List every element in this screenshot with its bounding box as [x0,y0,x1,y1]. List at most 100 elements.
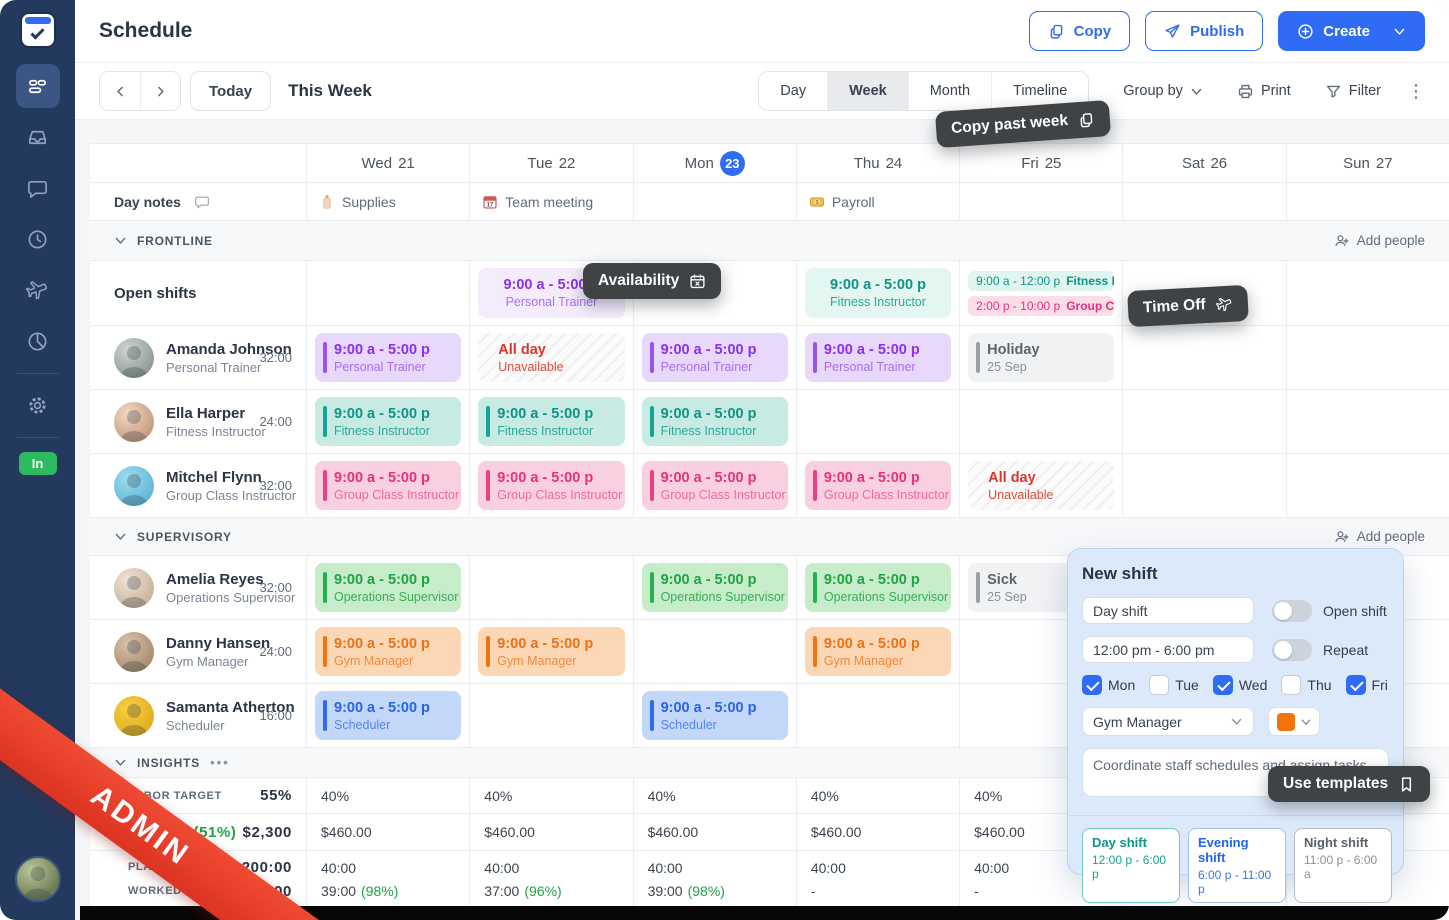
shift-card[interactable]: 9:00 a - 5:00 p Operations Supervisor [641,563,788,612]
section-title: FRONTLINE [137,233,213,248]
copy-button[interactable]: Copy [1028,11,1131,51]
tab-day[interactable]: Day [759,72,828,110]
app-logo-icon[interactable] [19,12,56,48]
publish-button[interactable]: Publish [1145,11,1264,51]
day-header[interactable]: Sat 26 [1122,144,1285,182]
repeat-toggle[interactable] [1272,638,1312,661]
open-shift-toggle[interactable] [1272,599,1312,622]
day-header[interactable]: Fri 25 [959,144,1122,182]
checkbox-fri[interactable]: Fri [1345,675,1388,695]
shift-card[interactable]: 9:00 a - 5:00 p Gym Manager [315,627,462,676]
shift-card[interactable]: 9:00 a - 5:00 p Fitness Instructor [315,397,462,446]
sidebar-item-reports[interactable] [16,319,60,363]
today-button[interactable]: Today [190,71,272,111]
shift-card[interactable]: 9:00 a - 5:00 p Group Class Instructor [641,461,788,510]
unavailable-card[interactable]: All day Unavailable [968,461,1115,510]
employee-name: Amanda Johnson [166,340,292,358]
airplane-icon [26,279,49,302]
prev-week-button[interactable] [100,72,140,110]
role-select[interactable]: Gym Manager [1082,707,1254,736]
tab-month[interactable]: Month [907,72,992,110]
next-week-button[interactable] [140,72,180,110]
add-people-button[interactable]: Add people [1334,529,1425,545]
day-header-today[interactable]: Mon 23 [632,144,796,182]
day-notes-label: Day notes [90,183,306,220]
checkbox-tue[interactable]: Tue [1149,675,1199,695]
new-shift-popup: New shift Open shift Repeat Mon Tue Wed … [1067,548,1404,903]
color-swatch [1276,712,1295,731]
shift-card[interactable]: 9:00 a - 5:00 p Fitness Instructor [478,397,625,446]
group-by-button[interactable]: Group by [1123,83,1203,99]
unavailable-card[interactable]: All day Unavailable [478,333,625,382]
tab-timeline[interactable]: Timeline [991,72,1089,110]
shift-time-input[interactable] [1082,636,1254,663]
color-select[interactable] [1268,707,1320,736]
template-evening-shift[interactable]: Evening shift 6:00 p - 11:00 p [1188,828,1286,903]
shift-card[interactable]: 9:00 a - 5:00 p Group Class Instructor [804,461,952,510]
shift-card[interactable]: 9:00 a - 5:00 p Gym Manager [478,627,625,676]
shift-name-input[interactable] [1082,597,1254,624]
week-nav [99,71,181,111]
chevron-down-icon[interactable] [114,234,127,247]
shift-card[interactable]: 9:00 a - 5:00 p Group Class Instructor [315,461,462,510]
user-avatar[interactable] [14,856,61,902]
open-shift-card[interactable]: 9:00 a - 5:00 p Fitness Instructor [804,268,952,318]
add-people-button[interactable]: Add people [1334,233,1425,249]
insights-more-button[interactable]: ••• [210,755,230,770]
shift-card[interactable]: 9:00 a - 5:00 p Scheduler [315,691,462,740]
more-options-button[interactable]: ⋮ [1407,80,1426,101]
avatar [114,695,154,736]
sidebar-item-time-clock[interactable] [16,217,60,261]
chevron-down-icon[interactable] [114,756,127,769]
day-note-empty[interactable] [959,183,1122,220]
employee-role: Gym Manager [166,653,249,669]
sidebar-item-time-off[interactable] [16,268,60,312]
template-day-shift[interactable]: Day shift 12:00 p - 6:00 p [1082,828,1180,903]
day-header[interactable]: Wed 21 [306,144,469,182]
shift-card[interactable]: 9:00 a - 5:00 p Scheduler [641,691,788,740]
template-night-shift[interactable]: Night shift 11:00 p - 6:00 a [1294,828,1392,903]
time-off-card[interactable]: Holiday 25 Sep [968,333,1115,382]
day-note-empty[interactable] [1285,183,1449,220]
shift-card[interactable]: 9:00 a - 5:00 p Personal Trainer [641,333,788,382]
day-note-empty[interactable] [632,183,796,220]
shift-card[interactable]: 9:00 a - 5:00 p Personal Trainer [804,333,952,382]
section-title: SUPERVISORY [137,529,232,544]
sidebar-item-schedule[interactable] [15,64,60,108]
day-note[interactable]: Team meeting [469,183,632,220]
day-header[interactable]: Thu 24 [795,144,959,182]
day-note-empty[interactable] [1122,183,1285,220]
day-header[interactable]: Sun 27 [1285,144,1449,182]
create-button[interactable]: Create [1278,11,1425,51]
chevron-down-icon [1393,25,1406,38]
clock-in-badge[interactable]: In [18,452,57,475]
shift-card[interactable]: 9:00 a - 5:00 p Operations Supervisor [315,563,462,612]
checkbox-mon[interactable]: Mon [1082,675,1135,695]
tab-week[interactable]: Week [827,72,908,110]
shift-card[interactable]: 9:00 a - 5:00 p Operations Supervisor [804,563,952,612]
day-note[interactable]: Payroll [795,183,959,220]
shift-card[interactable]: 9:00 a - 5:00 p Personal Trainer [315,333,462,382]
insight-summary: 200:00 [241,858,292,876]
sidebar-item-inbox[interactable] [16,115,60,159]
chevron-down-icon[interactable] [114,530,127,543]
shift-card[interactable]: 9:00 a - 5:00 p Group Class Instructor [478,461,625,510]
day-note[interactable]: Supplies [306,183,469,220]
chevron-down-icon [1230,715,1243,728]
today-badge: 23 [719,150,745,176]
sidebar-item-messages[interactable] [16,166,60,210]
filter-button[interactable]: Filter [1325,83,1381,100]
shift-card[interactable]: 9:00 a - 5:00 p Gym Manager [804,627,952,676]
employee-hours: 24:00 [259,644,292,659]
employee-hours: 32:00 [259,478,292,493]
print-button[interactable]: Print [1237,83,1291,100]
shift-card[interactable]: 9:00 a - 5:00 p Fitness Instructor [641,397,788,446]
checkbox-wed[interactable]: Wed [1212,675,1267,695]
sidebar-item-settings[interactable] [16,383,60,427]
checkbox-thu[interactable]: Thu [1281,675,1332,695]
day-header[interactable]: Tue 22 [469,144,632,182]
plus-circle-icon [1297,23,1314,40]
